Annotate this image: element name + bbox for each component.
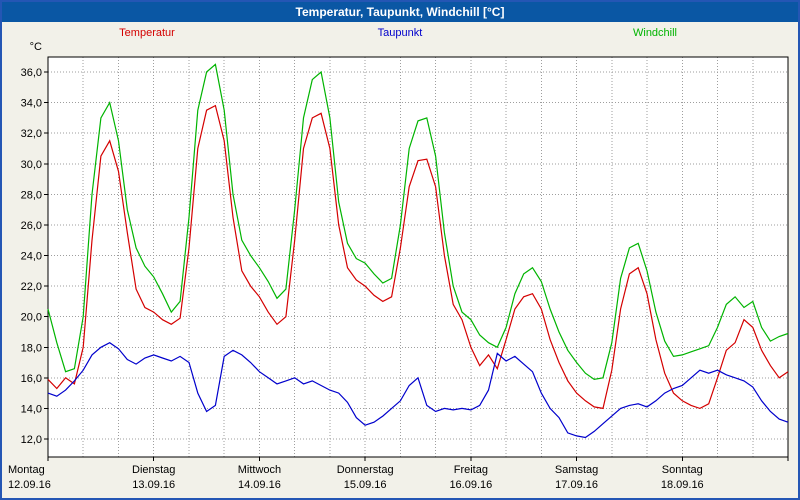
svg-text:Mittwoch: Mittwoch — [238, 464, 281, 476]
svg-text:Freitag: Freitag — [454, 464, 488, 476]
svg-text:20,0: 20,0 — [21, 312, 42, 324]
svg-text:24,0: 24,0 — [21, 251, 42, 263]
svg-text:Montag: Montag — [8, 464, 45, 476]
svg-text:14.09.16: 14.09.16 — [238, 479, 281, 491]
legend-windchill: Windchill — [632, 27, 678, 39]
legend: Temperatur Taupunkt Windchill — [2, 24, 798, 42]
svg-text:Donnerstag: Donnerstag — [337, 464, 394, 476]
svg-text:16,0: 16,0 — [21, 373, 42, 385]
chart-title: Temperatur, Taupunkt, Windchill [°C] — [295, 5, 505, 19]
svg-text:26,0: 26,0 — [21, 220, 42, 232]
svg-text:17.09.16: 17.09.16 — [555, 479, 598, 491]
svg-text:32,0: 32,0 — [21, 128, 42, 140]
svg-text:28,0: 28,0 — [21, 189, 42, 201]
legend-taupunkt: Taupunkt — [377, 27, 423, 39]
svg-text:Sonntag: Sonntag — [662, 464, 703, 476]
svg-text:15.09.16: 15.09.16 — [344, 479, 387, 491]
svg-text:12,0: 12,0 — [21, 434, 42, 446]
svg-text:30,0: 30,0 — [21, 159, 42, 171]
svg-text:°C: °C — [30, 41, 42, 53]
svg-text:18,0: 18,0 — [21, 342, 42, 354]
legend-temperatur: Temperatur — [119, 27, 175, 39]
svg-text:12.09.16: 12.09.16 — [8, 479, 51, 491]
svg-text:18.09.16: 18.09.16 — [661, 479, 704, 491]
svg-text:13.09.16: 13.09.16 — [132, 479, 175, 491]
svg-text:36,0: 36,0 — [21, 67, 42, 79]
svg-text:16.09.16: 16.09.16 — [449, 479, 492, 491]
svg-text:Samstag: Samstag — [555, 464, 598, 476]
svg-text:Dienstag: Dienstag — [132, 464, 175, 476]
svg-text:14,0: 14,0 — [21, 403, 42, 415]
svg-text:34,0: 34,0 — [21, 98, 42, 110]
title-bar: Temperatur, Taupunkt, Windchill [°C] — [2, 2, 798, 22]
svg-text:22,0: 22,0 — [21, 281, 42, 293]
